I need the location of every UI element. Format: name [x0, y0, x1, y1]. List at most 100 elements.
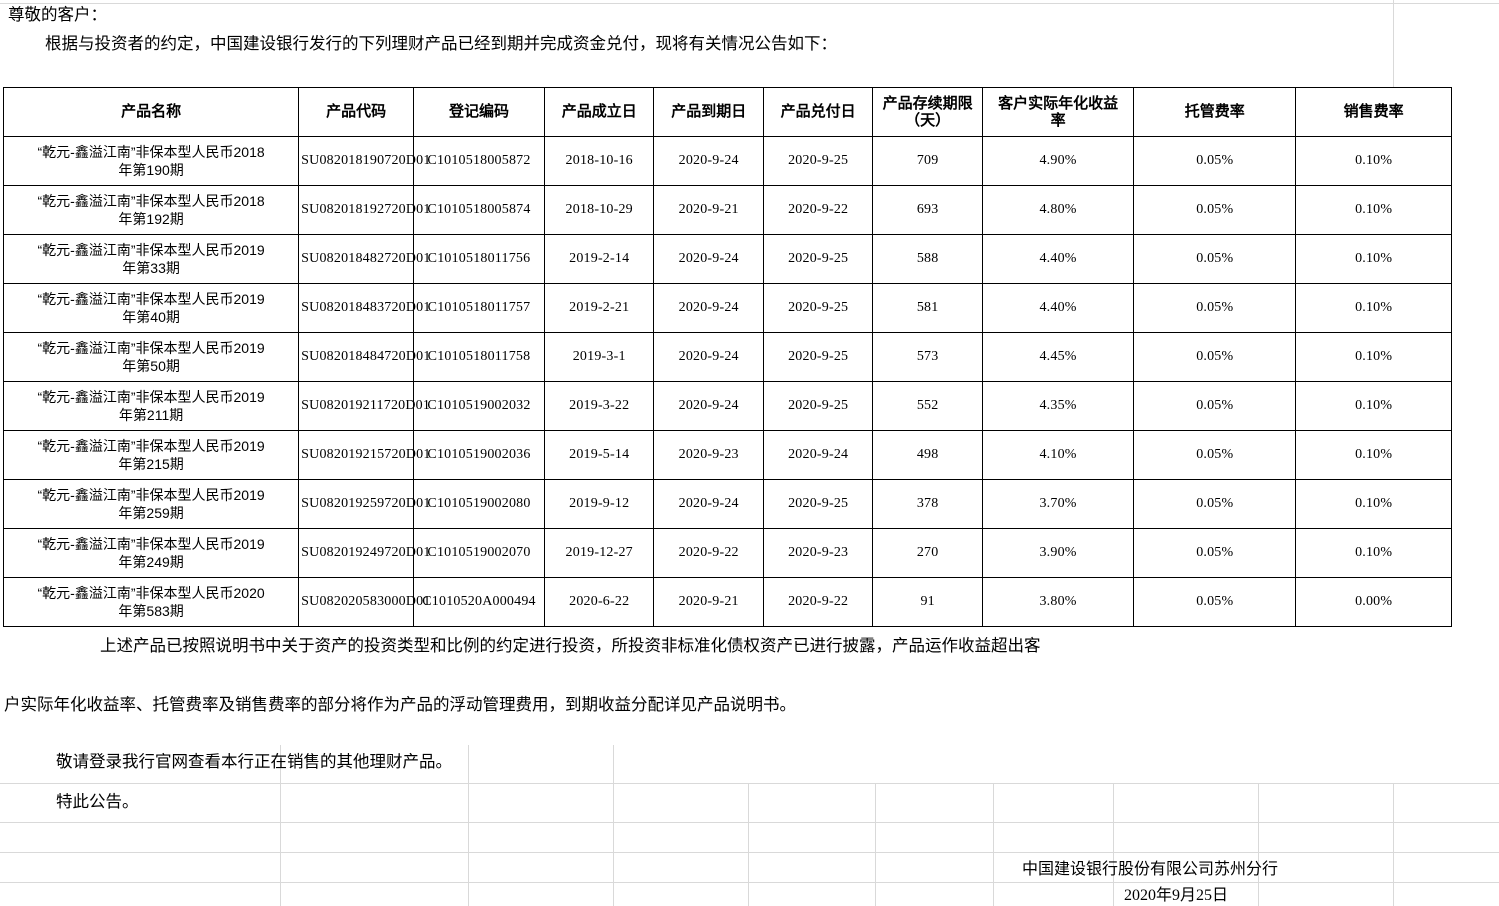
product-name-line2: 年第192期 [118, 211, 184, 227]
cell-register-code: C1010519002080 [413, 479, 545, 529]
cell-established-date: 2019-5-14 [543, 430, 655, 480]
cell-established-date: 2019-3-1 [543, 332, 655, 382]
cell-sales-fee: 0.10% [1295, 136, 1452, 186]
cell-sales-fee: 0.10% [1295, 283, 1452, 333]
cell-established-date: 2019-9-12 [543, 479, 655, 529]
product-name-line1: “乾元-鑫溢江南”非保本型人民币2019 [37, 241, 265, 258]
cell-register-code: C1010519002036 [413, 430, 545, 480]
table-row: “乾元-鑫溢江南”非保本型人民币2018 年第190期 SU082018190720… [2, 136, 1452, 186]
cell-register-code: C1010518005872 [413, 136, 545, 186]
cell-product-code: SU082018483720D01 [298, 283, 430, 333]
product-name-line2: 年第259期 [118, 505, 184, 521]
gridline-vertical [1393, 0, 1394, 87]
cell-product-code: SU082018190720D01 [298, 136, 430, 186]
cell-product-name: “乾元-鑫溢江南”非保本型人民币2018 年第190期 [2, 136, 300, 186]
product-name-line1: “乾元-鑫溢江南”非保本型人民币2019 [37, 290, 265, 307]
gridline-horizontal [0, 882, 1499, 883]
cell-product-name: “乾元-鑫溢江南”非保本型人民币2019 年第249期 [2, 528, 300, 578]
cell-established-date: 2018-10-16 [543, 136, 655, 186]
column-header-customer-rate: 客户实际年化收益 率 [981, 87, 1135, 137]
product-name-line1: “乾元-鑫溢江南”非保本型人民币2020 [37, 584, 265, 601]
cell-duration-days: 378 [872, 479, 983, 529]
cell-payment-date: 2020-9-25 [762, 479, 874, 529]
cell-product-code: SU082020583000D01 [298, 577, 430, 627]
cell-customer-rate: 3.80% [981, 577, 1135, 627]
product-name-line1: “乾元-鑫溢江南”非保本型人民币2018 [37, 192, 265, 209]
duration-label-line2: （天） [905, 112, 951, 129]
table-row: “乾元-鑫溢江南”非保本型人民币2019 年第211期 SU082019211720… [2, 381, 1452, 431]
cell-payment-date: 2020-9-25 [762, 283, 874, 333]
column-header-payment: 产品兑付日 [762, 87, 874, 137]
cell-expiry-date: 2020-9-24 [653, 136, 764, 186]
cell-product-code: SU082018482720D01 [298, 234, 430, 284]
cell-product-code: SU082019259720D01 [298, 479, 430, 529]
gridline-vertical [468, 783, 469, 906]
product-name-line2: 年第215期 [118, 456, 184, 472]
column-header-product-code: 产品代码 [298, 87, 415, 137]
cell-product-name: “乾元-鑫溢江南”非保本型人民币2019 年第50期 [2, 332, 300, 382]
product-name-line2: 年第249期 [118, 554, 184, 570]
cell-expiry-date: 2020-9-24 [653, 234, 764, 284]
cell-established-date: 2019-2-21 [543, 283, 655, 333]
cell-expiry-date: 2020-9-24 [653, 283, 764, 333]
cell-sales-fee: 0.10% [1295, 528, 1452, 578]
cell-register-code: C1010519002032 [413, 381, 545, 431]
cell-duration-days: 709 [872, 136, 983, 186]
cell-product-code: SU082019249720D01 [298, 528, 430, 578]
cell-payment-date: 2020-9-25 [762, 136, 874, 186]
cell-expiry-date: 2020-9-21 [653, 185, 764, 235]
cell-expiry-date: 2020-9-22 [653, 528, 764, 578]
cell-established-date: 2018-10-29 [543, 185, 655, 235]
cell-register-code: C1010519002070 [413, 528, 545, 578]
rate-label-line1: 客户实际年化收益 [998, 94, 1119, 112]
cell-product-name: “乾元-鑫溢江南”非保本型人民币2019 年第40期 [2, 283, 300, 333]
cell-customer-rate: 4.40% [981, 283, 1135, 333]
cell-sales-fee: 0.00% [1295, 577, 1452, 627]
cell-established-date: 2019-2-14 [543, 234, 655, 284]
column-header-expiry: 产品到期日 [653, 87, 764, 137]
product-name-line2: 年第33期 [122, 260, 180, 276]
cell-established-date: 2019-3-22 [543, 381, 655, 431]
table-row: “乾元-鑫溢江南”非保本型人民币2018 年第192期 SU082018192720… [2, 185, 1452, 235]
cell-customer-rate: 4.35% [981, 381, 1135, 431]
gridline-horizontal [0, 822, 1499, 823]
table-row: “乾元-鑫溢江南”非保本型人民币2019 年第50期 SU082018484720D… [2, 332, 1452, 382]
table-header-row: 产品名称 产品代码 登记编码 产品成立日 产品到期日 产品兑付日 产品存续期限 … [2, 87, 1452, 137]
gridline-vertical [613, 745, 614, 783]
column-header-custody-fee: 托管费率 [1133, 87, 1297, 137]
product-name-line2: 年第40期 [122, 309, 180, 325]
cell-payment-date: 2020-9-22 [762, 185, 874, 235]
cell-product-code: SU082018484720D01 [298, 332, 430, 382]
product-name-line1: “乾元-鑫溢江南”非保本型人民币2019 [37, 339, 265, 356]
cell-duration-days: 552 [872, 381, 983, 431]
cell-customer-rate: 4.10% [981, 430, 1135, 480]
cell-product-name: “乾元-鑫溢江南”非保本型人民币2019 年第33期 [2, 234, 300, 284]
cell-expiry-date: 2020-9-23 [653, 430, 764, 480]
gridline-vertical [468, 745, 469, 783]
cell-product-name: “乾元-鑫溢江南”非保本型人民币2018 年第192期 [2, 185, 300, 235]
footer-paragraph-1: 上述产品已按照说明书中关于资产的投资类型和比例的约定进行投资，所投资非标准化债权… [100, 637, 1041, 655]
cell-product-name: “乾元-鑫溢江南”非保本型人民币2019 年第259期 [2, 479, 300, 529]
cell-payment-date: 2020-9-24 [762, 430, 874, 480]
cell-expiry-date: 2020-9-24 [653, 332, 764, 382]
product-name-line2: 年第583期 [118, 603, 184, 619]
gridline-vertical [875, 783, 876, 906]
cell-sales-fee: 0.10% [1295, 430, 1452, 480]
cell-product-name: “乾元-鑫溢江南”非保本型人民币2019 年第215期 [2, 430, 300, 480]
cell-payment-date: 2020-9-22 [762, 577, 874, 627]
gridline-vertical [1258, 783, 1259, 906]
cell-register-code: C1010518005874 [413, 185, 545, 235]
product-name-line2: 年第50期 [122, 358, 180, 374]
table-body: “乾元-鑫溢江南”非保本型人民币2018 年第190期 SU082018190720… [2, 136, 1452, 627]
cell-custody-fee: 0.05% [1133, 332, 1297, 382]
cell-payment-date: 2020-9-25 [762, 332, 874, 382]
product-name-line1: “乾元-鑫溢江南”非保本型人民币2019 [37, 437, 265, 454]
cell-custody-fee: 0.05% [1133, 430, 1297, 480]
signature-company: 中国建设银行股份有限公司苏州分行 [1022, 861, 1279, 878]
column-header-duration-days: 产品存续期限 （天） [872, 87, 983, 137]
greeting-text: 尊敬的客户： [8, 6, 107, 24]
cell-product-name: “乾元-鑫溢江南”非保本型人民币2020 年第583期 [2, 577, 300, 627]
column-header-sales-fee: 销售费率 [1295, 87, 1452, 137]
cell-duration-days: 91 [872, 577, 983, 627]
cell-custody-fee: 0.05% [1133, 479, 1297, 529]
